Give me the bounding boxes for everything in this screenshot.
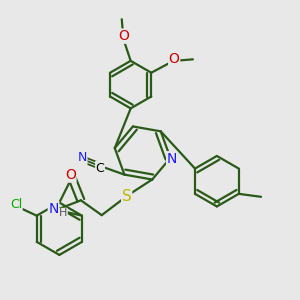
Text: Cl: Cl [10,199,22,212]
Text: O: O [169,52,180,66]
Text: O: O [65,168,76,182]
Text: N: N [48,202,59,216]
Text: H: H [59,208,67,218]
Text: O: O [118,29,129,43]
Text: C: C [96,162,104,175]
Text: S: S [122,189,131,204]
Text: N: N [167,152,177,166]
Text: N: N [77,152,87,164]
